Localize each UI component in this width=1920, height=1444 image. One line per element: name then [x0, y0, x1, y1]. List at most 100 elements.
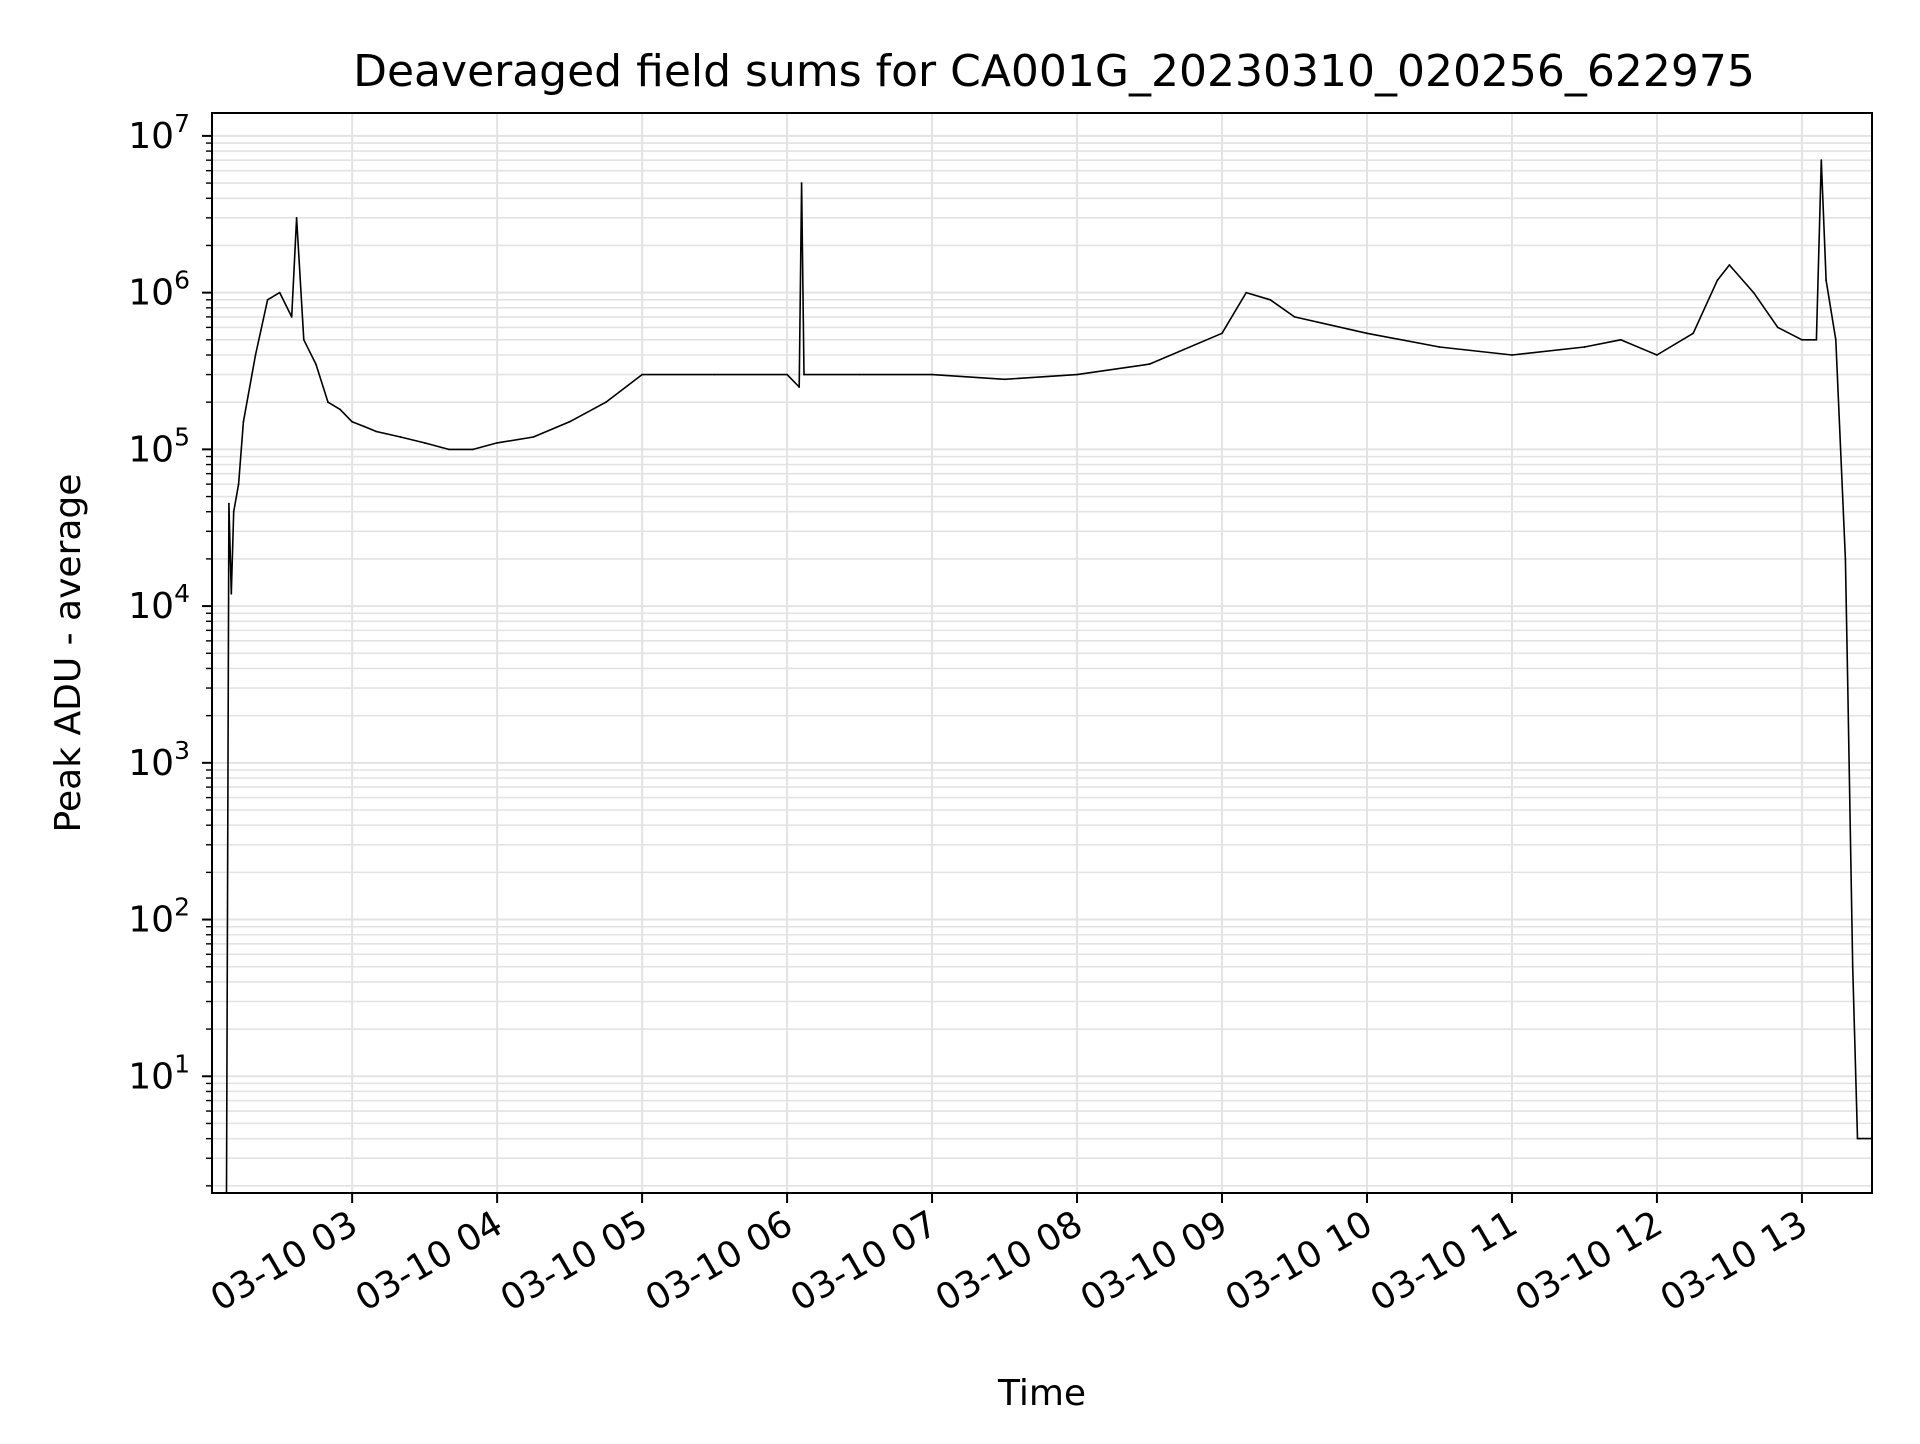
data-point: [1245, 291, 1248, 294]
data-point: [1856, 1137, 1859, 1140]
data-point: [1003, 378, 1006, 381]
data-point: [254, 354, 257, 356]
data-point: [1825, 279, 1827, 282]
x-tick-label: 03-10 07: [784, 1203, 945, 1319]
y-tick-base: 10: [128, 900, 174, 941]
grid: [212, 113, 1872, 1193]
data-point: [1293, 316, 1296, 318]
data-point: [1583, 346, 1586, 348]
data-point: [327, 401, 329, 404]
data-point: [472, 448, 474, 451]
data-point: [1221, 332, 1223, 335]
data-point: [496, 442, 498, 444]
data-point: [375, 430, 378, 433]
data-point: [1692, 332, 1695, 335]
y-tick-exponent: 6: [174, 266, 190, 295]
data-point: [1366, 332, 1368, 335]
data-point: [1148, 363, 1151, 365]
data-point: [1619, 338, 1622, 341]
data-point: [1846, 687, 1849, 689]
data-point: [351, 420, 353, 423]
data-point: [1859, 1137, 1861, 1140]
data-point: [232, 510, 235, 513]
data-point: [242, 420, 245, 423]
data-point: [1834, 338, 1837, 341]
data-point: [605, 401, 607, 404]
data-point: [803, 373, 805, 376]
data-point: [1851, 965, 1854, 968]
data-point: [931, 373, 933, 376]
series-line: [225, 159, 1872, 1194]
data-point: [302, 338, 305, 341]
y-tick-label: 101: [128, 1049, 190, 1097]
y-tick-exponent: 2: [174, 893, 190, 922]
y-tick-base: 10: [128, 429, 174, 470]
y-tick-exponent: 5: [174, 422, 190, 451]
data-point: [1820, 159, 1823, 162]
x-tick-label: 03-10 11: [1364, 1203, 1525, 1319]
data-point: [713, 373, 716, 376]
data-point: [1801, 338, 1803, 341]
data-point: [1269, 298, 1272, 301]
data-point: [1776, 326, 1779, 329]
data-point: [798, 386, 801, 388]
y-tick-label: 105: [128, 422, 190, 470]
y-tick-exponent: 1: [174, 1049, 190, 1078]
x-tick-label: 03-10 13: [1654, 1203, 1815, 1319]
y-tick-base: 10: [128, 586, 174, 627]
data-point: [1815, 338, 1818, 341]
data-point: [786, 373, 788, 376]
x-tick-label: 03-10 10: [1219, 1203, 1380, 1319]
y-tick-base: 10: [128, 743, 174, 784]
data-point: [295, 217, 298, 219]
y-tick-base: 10: [128, 116, 174, 157]
data-point: [1656, 354, 1658, 356]
data-point: [230, 592, 233, 595]
y-tick-label: 106: [128, 266, 190, 314]
x-tick-label: 03-10 03: [204, 1203, 365, 1319]
data-point: [1716, 279, 1719, 282]
data-point: [228, 502, 230, 505]
y-tick-exponent: 7: [174, 109, 190, 138]
data-point: [315, 363, 317, 365]
chart-title: Deaveraged field sums for CA001G_2023031…: [353, 46, 1755, 97]
y-tick-label: 107: [128, 109, 190, 157]
data-point: [278, 291, 281, 294]
data-point: [423, 442, 426, 444]
y-axis-label: Peak ADU - average: [48, 474, 89, 833]
data-point: [237, 483, 240, 485]
y-tick-exponent: 3: [174, 736, 190, 765]
data-point: [1511, 354, 1513, 356]
y-tick-base: 10: [128, 273, 174, 314]
data-point: [339, 408, 341, 411]
data-point: [363, 425, 366, 428]
x-tick-label: 03-10 04: [349, 1203, 510, 1319]
data-point: [447, 448, 450, 451]
data-point: [266, 298, 269, 301]
data-point: [800, 182, 803, 185]
data-point: [1076, 373, 1078, 376]
x-tick-label: 03-10 05: [494, 1203, 655, 1319]
data-point: [858, 373, 861, 376]
data-point: [568, 420, 571, 423]
x-tick-label: 03-10 06: [639, 1203, 800, 1319]
y-tick-exponent: 4: [174, 579, 190, 608]
data-point: [532, 436, 535, 438]
data-point: [1728, 264, 1731, 266]
x-tick-label: 03-10 08: [929, 1203, 1090, 1319]
y-tick-label: 103: [128, 736, 190, 784]
y-tick-label: 102: [128, 893, 190, 941]
data-point: [1752, 291, 1755, 294]
data-point: [1844, 558, 1847, 560]
y-tick-label: 104: [128, 579, 190, 627]
y-tick-base: 10: [128, 1056, 174, 1097]
x-tick-label: 03-10 09: [1074, 1203, 1235, 1319]
x-axis-label: Time: [997, 1373, 1086, 1414]
trace-layer: [225, 159, 1873, 1194]
data-point: [641, 373, 643, 376]
x-tick-label: 03-10 12: [1509, 1203, 1670, 1319]
